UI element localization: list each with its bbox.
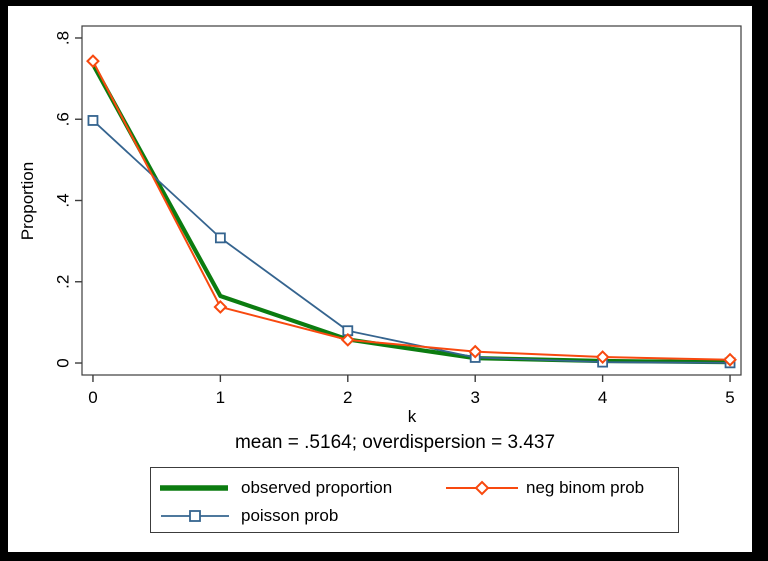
legend-label: observed proportion xyxy=(241,478,393,497)
x-tick-label: 2 xyxy=(343,388,352,407)
legend-swatch-poisson-line xyxy=(161,510,229,522)
x-tick-label: 3 xyxy=(470,388,479,407)
note-text: mean = .5164; overdispersion = 3.437 xyxy=(234,432,556,453)
legend-swatch-neg-binom-line xyxy=(446,480,518,496)
diamond-marker xyxy=(595,350,610,364)
square-marker xyxy=(87,115,99,126)
diamond-marker xyxy=(468,344,483,359)
series-line-observed-proportion xyxy=(91,63,731,365)
legend: observed proportion neg binom prob poiss… xyxy=(150,467,679,533)
square-marker xyxy=(214,232,226,244)
legend-item-poisson-prob: poisson prob xyxy=(160,506,338,526)
y-axis-title: Proportion xyxy=(18,161,37,241)
series-line-neg-binom-prob xyxy=(92,60,731,361)
x-axis-title: k xyxy=(407,407,417,426)
legend-item-observed-proportion: observed proportion xyxy=(159,478,392,498)
x-tick-label: 4 xyxy=(598,388,607,407)
x-tick-label: 1 xyxy=(216,388,225,407)
diamond-marker xyxy=(213,300,228,314)
x-tick-label: 0 xyxy=(88,388,97,407)
y-tick-label: 0 xyxy=(53,358,72,367)
legend-swatch-observed-line xyxy=(160,485,228,491)
legend-label: neg binom prob xyxy=(526,478,645,497)
y-tick-label: .8 xyxy=(53,31,72,45)
diamond-marker xyxy=(340,332,355,347)
diamond-marker xyxy=(86,54,100,69)
y-tick-label: .4 xyxy=(53,193,72,207)
legend-label: poisson prob xyxy=(241,506,339,525)
y-tick-label: .6 xyxy=(53,112,72,126)
y-tick-label: .2 xyxy=(53,275,72,289)
x-tick-label: 5 xyxy=(725,388,734,407)
legend-item-neg-binom-prob: neg binom prob xyxy=(445,478,644,498)
diamond-marker xyxy=(723,352,737,367)
series-line-poisson-prob xyxy=(92,119,731,364)
chart-canvas xyxy=(8,6,752,552)
